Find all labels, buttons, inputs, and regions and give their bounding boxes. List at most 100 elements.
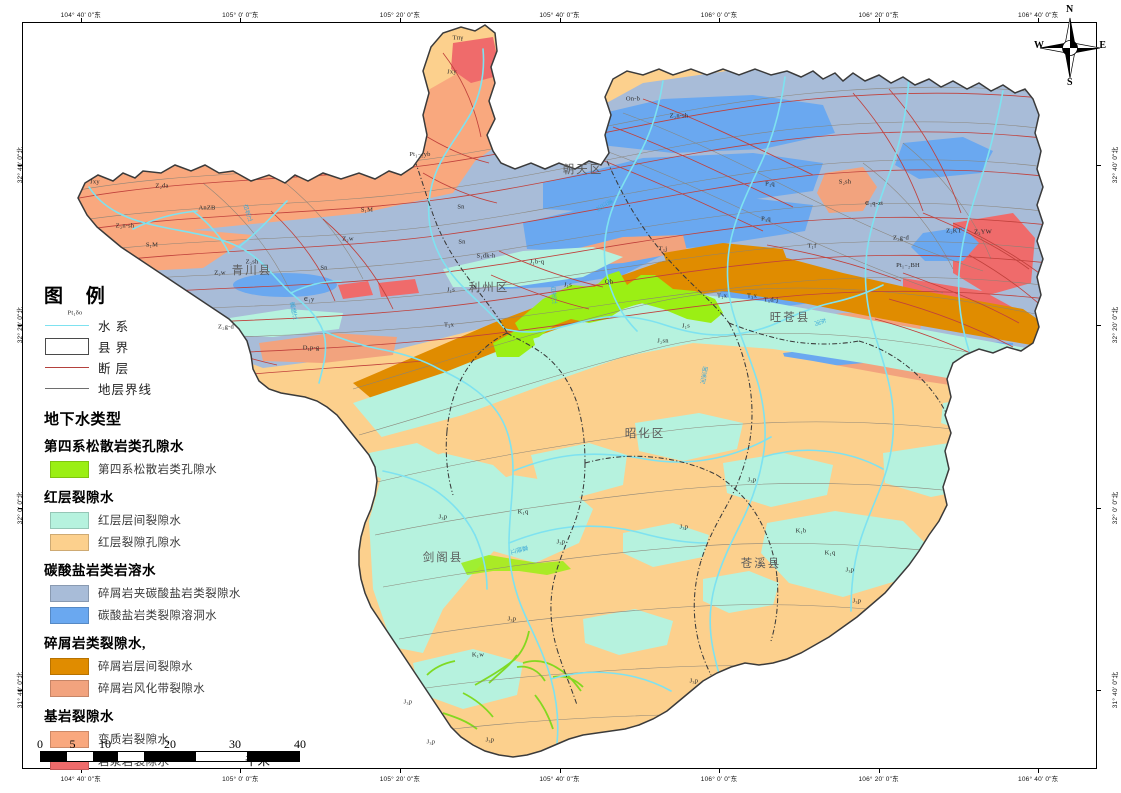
graticule-top-tick: 106° 40' 0"东 [1018, 12, 1059, 19]
legend-color-swatch [50, 460, 89, 478]
graticule-right-tick: 32° 40' 0"北 [1112, 146, 1119, 184]
graticule-top-tick: 105° 40' 0"东 [539, 12, 580, 19]
legend-color-swatch [50, 679, 89, 697]
graticule-tick-mark [1097, 690, 1101, 691]
graticule-tick-mark [1038, 18, 1040, 22]
scale-bar-graphic [40, 751, 300, 762]
legend-line-symbol [42, 338, 92, 355]
graticule-top-tick: 105° 20' 0"东 [379, 12, 421, 19]
legend-swatch-row: 红层层间裂隙水 [42, 509, 282, 531]
legend-group-title: 基岩裂隙水 [44, 709, 114, 724]
graticule-tick-mark [559, 769, 561, 773]
graticule-tick-mark [18, 690, 22, 691]
legend-swatch-label: 碎屑岩夹碳酸盐岩类裂隙水 [98, 588, 241, 600]
scale-tick-label: 5 [69, 737, 76, 751]
graticule-bottom-tick: 106° 20' 0"东 [858, 776, 899, 783]
legend-swatch-row: 碎屑岩层间裂隙水 [42, 655, 282, 677]
scale-bar: 0 5 10 20 30 40 千米 [37, 737, 306, 768]
legend-swatch-row: 碎屑岩夹碳酸盐岩类裂隙水 [42, 582, 282, 604]
graticule-tick-mark [399, 18, 401, 22]
graticule-tick-mark [1038, 769, 1040, 773]
legend-group-title: 第四系松散岩类孔隙水 [44, 439, 184, 454]
legend-color-swatch [50, 606, 89, 624]
legend-line-row: 断 层 [42, 357, 282, 378]
graticule-bottom-tick: 105° 20' 0"东 [379, 776, 421, 783]
graticule-tick-mark [18, 165, 22, 166]
legend-group-title: 红层裂隙水 [44, 490, 114, 505]
compass-north-label: N [1066, 4, 1074, 15]
scale-bar-unit: 千米 [245, 754, 271, 768]
scale-bar-ticks: 0 5 10 20 30 40 [37, 737, 306, 751]
compass-rose: N S W E [1033, 4, 1107, 88]
scale-tick-label: 20 [164, 737, 176, 751]
legend-line-symbol [42, 367, 92, 368]
legend-line-label: 水 系 [98, 320, 130, 334]
legend-line-row: 县 界 [42, 336, 282, 357]
graticule-top-tick: 104° 40' 0"东 [60, 12, 101, 19]
scale-tick-label: 0 [37, 737, 43, 751]
graticule-top-tick: 106° 0' 0"东 [700, 12, 738, 19]
legend-swatch-row: 变质岩裂隙水 [42, 728, 282, 750]
graticule-tick-mark [80, 18, 82, 22]
graticule-bottom-tick: 106° 40' 0"东 [1018, 776, 1059, 783]
map-legend: 图 例 水 系县 界断 层地层界线 地下水类型 第四系松散岩类孔隙水 第四系松散岩… [42, 281, 282, 772]
scale-tick-label: 40 [294, 737, 306, 751]
graticule-right-tick: 32° 20' 0"北 [1112, 306, 1119, 344]
graticule-right-tick: 31° 40' 0"北 [1112, 671, 1119, 709]
legend-group-title: 碎屑岩类裂隙水, [44, 636, 146, 651]
legend-swatch-row: 第四系松散岩类孔隙水 [42, 458, 282, 480]
graticule-bottom-tick: 104° 40' 0"东 [60, 776, 101, 783]
graticule-tick-mark [18, 325, 22, 326]
graticule-tick-mark [1097, 508, 1101, 509]
legend-swatch-label: 变质岩裂隙水 [98, 734, 170, 746]
legend-line-row: 水 系 [42, 315, 282, 336]
legend-color-swatch [50, 511, 89, 529]
graticule-top-tick: 106° 20' 0"东 [858, 12, 899, 19]
graticule-bottom-tick: 105° 0' 0"东 [222, 776, 259, 783]
legend-group-title: 碳酸盐岩类岩溶水 [44, 563, 156, 578]
legend-swatch-label: 碳酸盐岩类裂隙溶洞水 [98, 610, 217, 622]
compass-south-label: S [1067, 77, 1073, 88]
graticule-tick-mark [878, 18, 880, 22]
graticule-tick-mark [878, 769, 880, 773]
graticule-tick-mark [18, 508, 22, 509]
legend-swatch-groups: 第四系松散岩类孔隙水 第四系松散岩类孔隙水 红层裂隙水 红层层间裂隙水 红层裂隙孔隙水碳… [42, 435, 282, 772]
compass-west-label: W [1034, 40, 1044, 51]
graticule-top-tick: 105° 0' 0"东 [222, 12, 259, 19]
legend-line-row: 地层界线 [42, 378, 282, 399]
graticule-tick-mark [719, 18, 721, 22]
legend-line-label: 地层界线 [98, 383, 153, 397]
legend-swatch-label: 第四系松散岩类孔隙水 [98, 464, 217, 476]
hydrogeology-map-graphic [77, 24, 1044, 758]
legend-swatch-label: 红层层间裂隙水 [98, 515, 182, 527]
legend-line-label: 县 界 [98, 341, 130, 355]
legend-color-swatch [50, 730, 89, 748]
graticule-tick-mark [559, 18, 561, 22]
legend-color-swatch [50, 533, 89, 551]
graticule-bottom-tick: 106° 0' 0"东 [700, 776, 738, 783]
graticule-tick-mark [1097, 325, 1101, 326]
legend-title: 图 例 [44, 286, 114, 307]
legend-color-swatch [50, 584, 89, 602]
legend-swatch-label: 碎屑岩层间裂隙水 [98, 661, 194, 673]
legend-swatch-label: 碎屑岩风化带裂隙水 [98, 683, 206, 695]
legend-line-label: 断 层 [98, 362, 130, 376]
compass-east-label: E [1099, 40, 1106, 51]
graticule-tick-mark [1097, 165, 1101, 166]
graticule-bottom-tick: 105° 40' 0"东 [539, 776, 580, 783]
scale-tick-label: 30 [229, 737, 241, 751]
legend-line-items: 水 系县 界断 层地层界线 [42, 315, 282, 399]
graticule-tick-mark [240, 18, 242, 22]
graticule-tick-mark [399, 769, 401, 773]
graticule-tick-mark [80, 769, 82, 773]
legend-swatch-row: 碳酸盐岩类裂隙溶洞水 [42, 604, 282, 626]
strata-boundary-line-icon [45, 388, 89, 389]
legend-color-swatch [50, 657, 89, 675]
legend-swatch-row: 红层裂隙孔隙水 [42, 531, 282, 553]
county-boundary-icon [45, 338, 89, 355]
river-line-icon [45, 325, 89, 326]
legend-swatch-row: 碎屑岩风化带裂隙水 [42, 677, 282, 699]
county-boundary [77, 24, 1044, 758]
graticule-right-tick: 32° 0' 0"北 [1112, 491, 1119, 525]
